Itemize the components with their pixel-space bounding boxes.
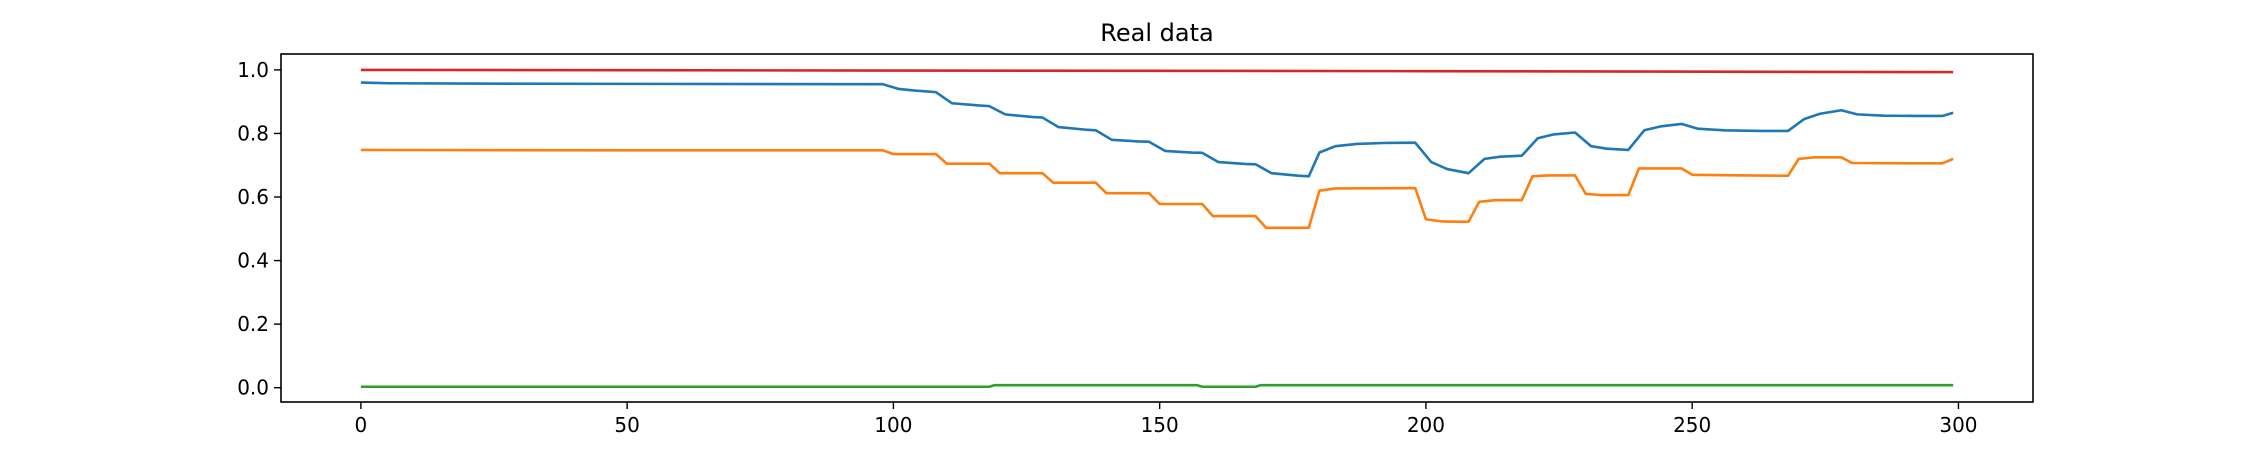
y-tick-label: 0.0 [237,376,269,400]
x-tick-label: 250 [1673,413,1711,437]
y-tick-label: 0.8 [237,121,269,145]
series-line-4 [360,68,1954,74]
x-tick-label: 0 [355,413,368,437]
x-axis-ticks: 0 50 100 150 200 250 300 [355,402,1978,437]
y-axis-ticks: 0.0 0.2 0.4 0.6 0.8 1.0 [237,58,281,400]
x-tick-label: 300 [1939,413,1977,437]
series-line-2 [360,148,1954,230]
chart-title: Real data [1100,19,1213,47]
y-tick-label: 0.6 [237,185,269,209]
series-lines [360,68,1954,389]
x-tick-label: 150 [1141,413,1179,437]
y-tick-label: 0.4 [237,249,269,273]
y-tick-label: 1.0 [237,58,269,82]
series-line-3 [360,383,1954,389]
x-tick-label: 50 [614,413,639,437]
series-line-1 [360,81,1954,178]
x-tick-label: 100 [874,413,912,437]
x-tick-label: 200 [1407,413,1445,437]
y-tick-label: 0.2 [237,312,269,336]
plot-frame [280,53,2034,403]
